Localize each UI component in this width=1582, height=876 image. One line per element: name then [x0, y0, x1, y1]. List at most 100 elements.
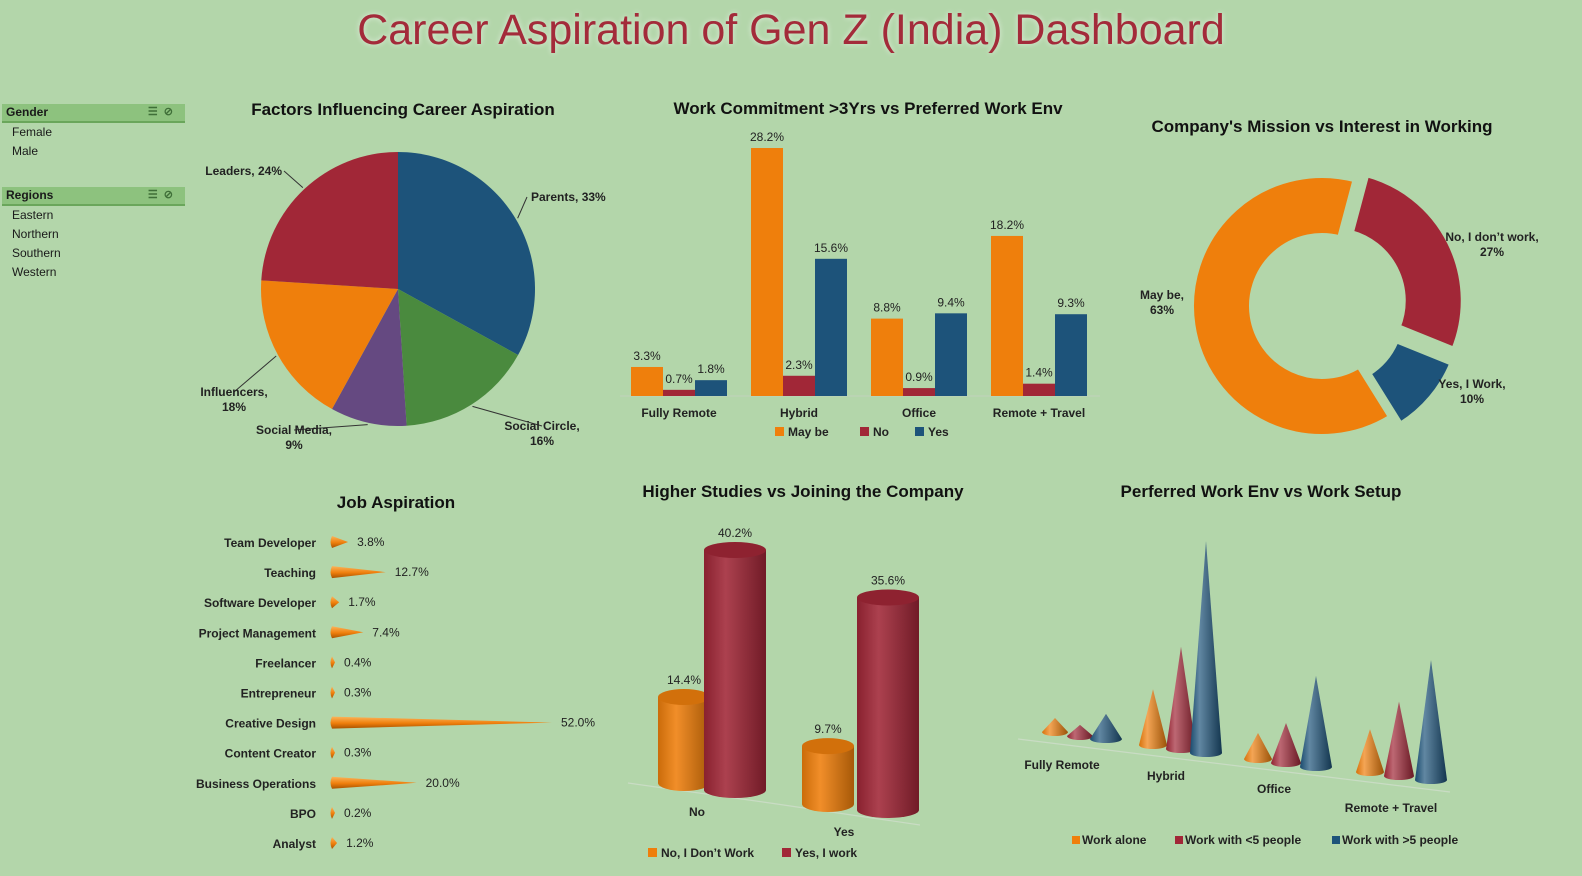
pie-leader-social-circle: [472, 405, 543, 427]
slicer-regions-header: Regions: [6, 188, 54, 202]
bar-yes-fully-remote: [695, 380, 727, 396]
cone-label-team-developer: 3.8%: [357, 535, 385, 549]
work-setup-chart-title: Perferred Work Env vs Work Setup: [1121, 482, 1402, 501]
clear-filter-icon[interactable]: ⊘: [163, 189, 179, 201]
y-tick-bpo: BPO: [290, 807, 316, 821]
legend-label-yes: Yes: [928, 425, 949, 439]
legend-label-no-i-don-t-work: No, I Don’t Work: [661, 846, 754, 860]
x-axis-line: [1017, 738, 1451, 793]
y-tick-business-operations: Business Operations: [196, 777, 316, 791]
legend-swatch-work-with-5-people: [1175, 836, 1183, 844]
cylinder-yes-i-work-yes: [857, 597, 919, 818]
cone-work-alone-fully-remote: [1042, 718, 1068, 736]
cone-label-freelancer: 0.4%: [344, 655, 372, 669]
cone-work-with-5-people-fully-remote: [1067, 724, 1093, 740]
x-tick-yes: Yes: [834, 825, 855, 839]
y-tick-content-creator: Content Creator: [225, 747, 317, 761]
bar-may-be-hybrid: [751, 148, 783, 396]
cylinder-label-yes-i-work-yes: 35.6%: [871, 573, 905, 587]
slicer-item-northern[interactable]: Northern: [12, 227, 59, 241]
bar-label-no-remote-travel: 1.4%: [1025, 366, 1053, 380]
cylinder-top-no-i-don-t-work-yes: [802, 738, 854, 755]
job-aspiration-chart-title: Job Aspiration: [337, 493, 455, 512]
bar-yes-remote-travel: [1055, 314, 1087, 396]
company-mission-chart-title: Company's Mission vs Interest in Working: [1152, 117, 1493, 136]
cone-work-alone-office: [1244, 732, 1272, 763]
pie-label-parents: Parents, 33%: [531, 190, 606, 204]
cylinder-label-yes-i-work-no: 40.2%: [718, 526, 752, 540]
cone-work-alone-hybrid: [1139, 689, 1167, 749]
cone-work-with-5-people-office: [1271, 723, 1301, 767]
cone-teaching: [330, 566, 386, 579]
cone-label-software-developer: 1.7%: [348, 595, 376, 609]
slicer-gender: Gender ☰⊘ Female Male: [2, 104, 185, 161]
cone-software-developer: [330, 596, 340, 609]
slicer-item-female[interactable]: Female: [12, 125, 53, 139]
donut-label-may-be: May be, 63%: [1140, 288, 1184, 317]
pie-leader-leaders: [283, 170, 304, 189]
work-commitment-chart-title: Work Commitment >3Yrs vs Preferred Work …: [673, 99, 1063, 118]
clear-filter-icon[interactable]: ⊘: [163, 106, 179, 118]
cone-work-with-5-people-remote-travel: [1384, 701, 1414, 780]
bar-no-hybrid: [783, 375, 815, 396]
cone-label-content-creator: 0.3%: [344, 746, 372, 760]
x-tick-remote-travel: Remote + Travel: [1345, 801, 1437, 815]
cone-entrepreneur: [330, 686, 335, 699]
donut-label-yes-i-work: Yes, I Work, 10%: [1438, 377, 1505, 406]
legend-label-no: No: [873, 425, 889, 439]
legend-swatch-yes-i-work: [782, 848, 791, 857]
slicer-item-eastern[interactable]: Eastern: [12, 208, 54, 222]
x-tick-fully-remote: Fully Remote: [1024, 758, 1100, 772]
cylinder-no-i-don-t-work-yes: [802, 746, 854, 812]
pie-slice-leaders: [261, 152, 398, 289]
bar-label-no-fully-remote: 0.7%: [665, 372, 693, 386]
bar-label-yes-remote-travel: 9.3%: [1057, 296, 1085, 310]
bar-no-fully-remote: [663, 389, 695, 396]
job-aspiration-chart: Job Aspiration Team Developer 3.8% Teachin…: [196, 493, 595, 851]
cone-work-with-5-people-remote-travel: [1415, 660, 1447, 784]
slicer-item-male[interactable]: Male: [12, 144, 39, 158]
legend-swatch-no: [860, 427, 869, 436]
cone-label-business-operations: 20.0%: [426, 776, 460, 790]
cone-team-developer: [330, 536, 349, 548]
cylinder-top-no-i-don-t-work-no: [658, 689, 710, 706]
cone-label-analyst: 1.2%: [346, 836, 374, 850]
bar-label-may-be-remote-travel: 18.2%: [990, 218, 1024, 232]
y-tick-analyst: Analyst: [273, 837, 316, 851]
cone-bpo: [330, 806, 335, 819]
y-tick-software-developer: Software Developer: [204, 596, 316, 610]
bar-may-be-fully-remote: [631, 366, 663, 396]
bar-label-yes-fully-remote: 1.8%: [697, 362, 725, 376]
pie-label-social-media: Social Media, 9%: [256, 423, 332, 452]
pie-slice-influencers: [261, 280, 398, 410]
bar-yes-hybrid: [815, 258, 847, 396]
cone-work-with-5-people-fully-remote: [1090, 713, 1122, 743]
legend-swatch-no-i-don-t-work: [648, 848, 657, 857]
legend-swatch-work-alone: [1072, 836, 1080, 844]
cylinder-top-yes-i-work-yes: [857, 589, 919, 606]
legend-label-work-with-5-people: Work with <5 people: [1185, 833, 1301, 847]
y-tick-freelancer: Freelancer: [255, 656, 316, 670]
x-tick-remote-travel: Remote + Travel: [993, 406, 1085, 420]
bar-label-may-be-office: 8.8%: [873, 301, 901, 315]
higher-studies-cylinder-chart: Higher Studies vs Joining the Company 14…: [627, 482, 964, 860]
cone-label-bpo: 0.2%: [344, 806, 372, 820]
pie-label-leaders: Leaders, 24%: [205, 164, 282, 178]
multi-select-icon[interactable]: ☰: [147, 106, 164, 118]
slicer-item-western[interactable]: Western: [12, 265, 57, 279]
cone-work-with-5-people-hybrid: [1190, 541, 1222, 757]
cylinder-label-no-i-don-t-work-no: 14.4%: [667, 673, 701, 687]
bar-may-be-office: [871, 318, 903, 396]
slicer-gender-header: Gender: [6, 105, 49, 119]
slicer-item-southern[interactable]: Southern: [12, 246, 61, 260]
multi-select-icon[interactable]: ☰: [147, 189, 164, 201]
pie-label-social-circle: Social Circle, 16%: [504, 419, 579, 448]
bar-no-remote-travel: [1023, 383, 1055, 396]
cone-label-teaching: 12.7%: [395, 565, 429, 579]
factors-pie-chart: Factors Influencing Career Aspiration Pa…: [200, 100, 606, 452]
x-tick-office: Office: [902, 406, 936, 420]
slicer-regions: Regions ☰⊘ Eastern Northern Southern Wes…: [2, 187, 185, 282]
legend-label-yes-i-work: Yes, I work: [795, 846, 857, 860]
legend-swatch-yes: [915, 427, 924, 436]
work-commitment-bar-chart: Work Commitment >3Yrs vs Preferred Work …: [620, 99, 1100, 439]
